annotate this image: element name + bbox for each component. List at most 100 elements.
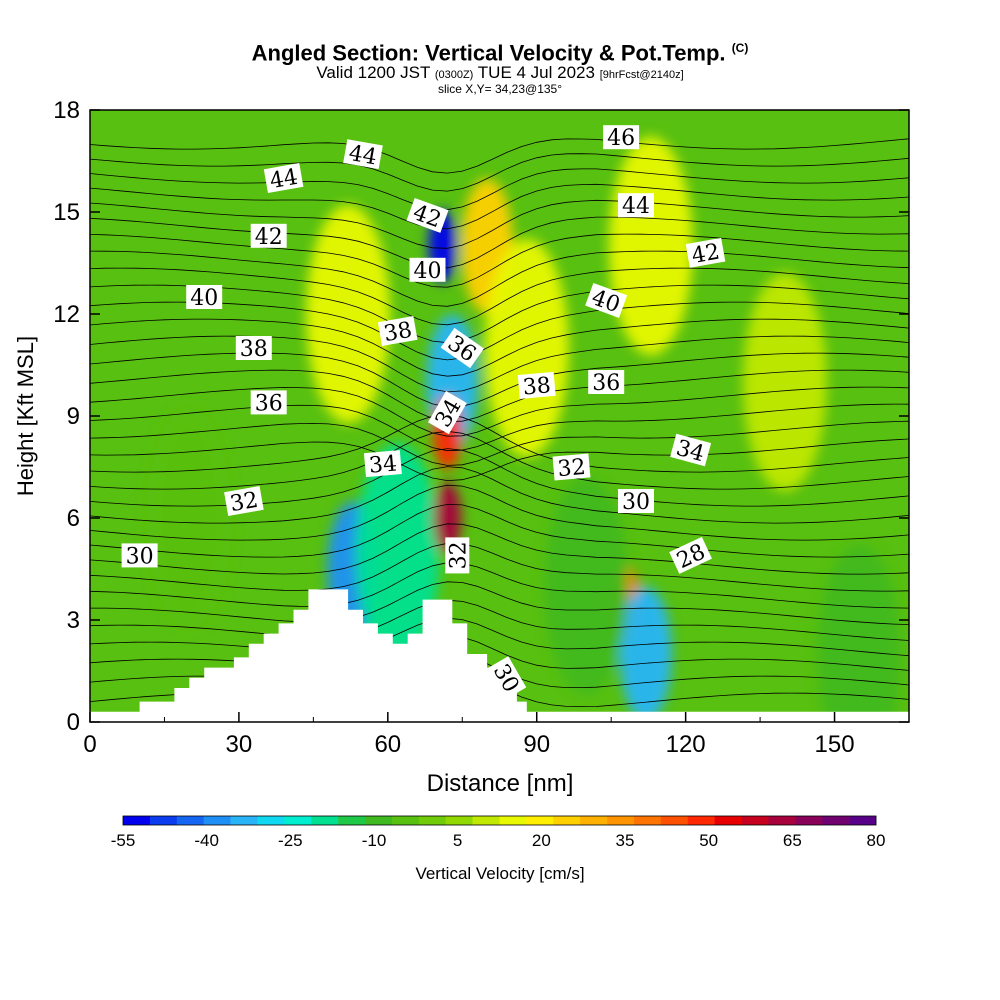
theta-label-text: 30 <box>126 544 154 569</box>
y-tick-label: 12 <box>53 301 80 328</box>
theta-label-box <box>670 433 712 467</box>
theta-contour <box>90 199 909 249</box>
theta-label: 40 <box>585 282 628 318</box>
theta-contour <box>90 335 909 393</box>
colorbar-swatch <box>445 816 473 825</box>
theta-contour <box>90 466 909 524</box>
colorbar-swatch <box>257 816 285 825</box>
theta-label: 44 <box>343 139 383 170</box>
colorbar-swatch <box>284 816 312 825</box>
colorbar-swatch <box>203 816 231 825</box>
vertical-velocity-field <box>90 110 909 722</box>
theta-label-text: 38 <box>382 318 414 347</box>
theta-label-box <box>224 486 264 516</box>
theta-label: 44 <box>618 193 654 219</box>
colorbar-swatch <box>176 816 204 825</box>
x-tick-label: 150 <box>815 731 855 758</box>
theta-label-box <box>669 536 712 574</box>
copyright-mark: (C) <box>731 41 749 55</box>
theta-contour <box>90 634 909 671</box>
colorbar-swatch <box>338 816 366 825</box>
theta-label: 42 <box>250 223 287 250</box>
theta-label-box <box>363 450 402 478</box>
terrain-mask <box>90 589 909 722</box>
theta-label-box <box>552 453 591 481</box>
theta-contour <box>90 153 909 192</box>
theta-label-text: 32 <box>228 488 260 517</box>
theta-label-text: 44 <box>622 194 650 219</box>
colorbar-tick-label: 20 <box>532 831 551 850</box>
theta-label-box <box>250 223 287 248</box>
theta-label-text: 42 <box>690 240 722 269</box>
velocity-feature <box>306 204 391 424</box>
colorbar-swatch <box>123 816 151 825</box>
theta-label: 38 <box>235 336 272 362</box>
colorbar-swatch <box>580 816 608 825</box>
theta-label-box <box>603 125 640 150</box>
colorbar-swatch <box>499 816 527 825</box>
colorbar-swatch <box>849 816 877 825</box>
theta-contour <box>90 284 909 344</box>
theta-label-box <box>343 139 383 170</box>
theta-label-box <box>585 282 628 318</box>
colorbar-swatch <box>768 816 796 825</box>
x-tick-label: 60 <box>374 731 401 758</box>
theta-label: 32 <box>224 486 264 517</box>
theta-label: 30 <box>121 543 158 569</box>
colorbar-tick-label: -25 <box>278 831 303 850</box>
valid-utc: (0300Z) <box>434 69 474 82</box>
theta-contour <box>90 599 909 641</box>
theta-label-text: 46 <box>607 126 635 151</box>
colorbar-swatch <box>391 816 420 825</box>
colorbar: -55 -40 -25 -10 5 20 35 50 65 80 <box>111 815 885 850</box>
colorbar-swatch <box>822 816 850 825</box>
theta-label-box <box>186 285 223 309</box>
theta-label: 34 <box>428 391 467 435</box>
theta-label-text: 36 <box>255 391 283 416</box>
theta-label-box <box>440 327 484 369</box>
theta-contour <box>90 318 909 377</box>
colorbar-swatch <box>418 816 447 825</box>
theta-label-text: 38 <box>240 337 268 362</box>
colorbar-swatch <box>472 816 500 825</box>
theta-contour <box>90 267 909 326</box>
y-tick-label: 15 <box>53 199 80 226</box>
title-main: Angled Section: Vertical Velocity & Pot.… <box>251 40 726 66</box>
theta-contour <box>90 138 909 174</box>
y-tick-label: 3 <box>67 607 80 634</box>
theta-label-box <box>235 336 272 360</box>
theta-contour <box>90 617 909 657</box>
chart-title: Angled Section: Vertical Velocity & Pot.… <box>0 36 1000 65</box>
colorbar-title: Vertical Velocity [cm/s] <box>415 864 585 883</box>
colorbar-tick-label: -40 <box>194 831 219 850</box>
colorbar-swatch <box>311 816 339 825</box>
y-axis-label: Height [Kft MSL] <box>13 336 38 496</box>
theta-label-box <box>588 370 625 394</box>
theta-contour <box>90 216 909 269</box>
theta-label-box <box>517 371 556 399</box>
terrain <box>90 589 909 722</box>
colorbar-tick-label: 5 <box>453 831 462 850</box>
velocity-feature <box>147 408 232 628</box>
theta-contour <box>90 503 909 558</box>
theta-contour <box>90 386 909 437</box>
theta-label-box <box>377 316 418 346</box>
theta-contour <box>90 403 909 452</box>
theta-contour <box>90 420 909 466</box>
x-tick-label: 0 <box>83 731 96 758</box>
theta-label-text: 32 <box>557 455 587 482</box>
theta-contour <box>90 369 909 423</box>
theta-contour <box>90 581 909 625</box>
valid-prefix: Valid 1200 JST <box>316 63 431 83</box>
theta-label-box <box>618 193 654 218</box>
x-axis-label: Distance [nm] <box>427 770 574 797</box>
theta-contour <box>90 484 909 541</box>
theta-contour <box>90 562 909 609</box>
theta-label-text: 44 <box>268 165 300 194</box>
colorbar-swatch <box>633 816 662 825</box>
theta-label: 36 <box>250 390 287 416</box>
theta-label: 38 <box>377 316 418 347</box>
theta-label: 40 <box>409 257 446 284</box>
